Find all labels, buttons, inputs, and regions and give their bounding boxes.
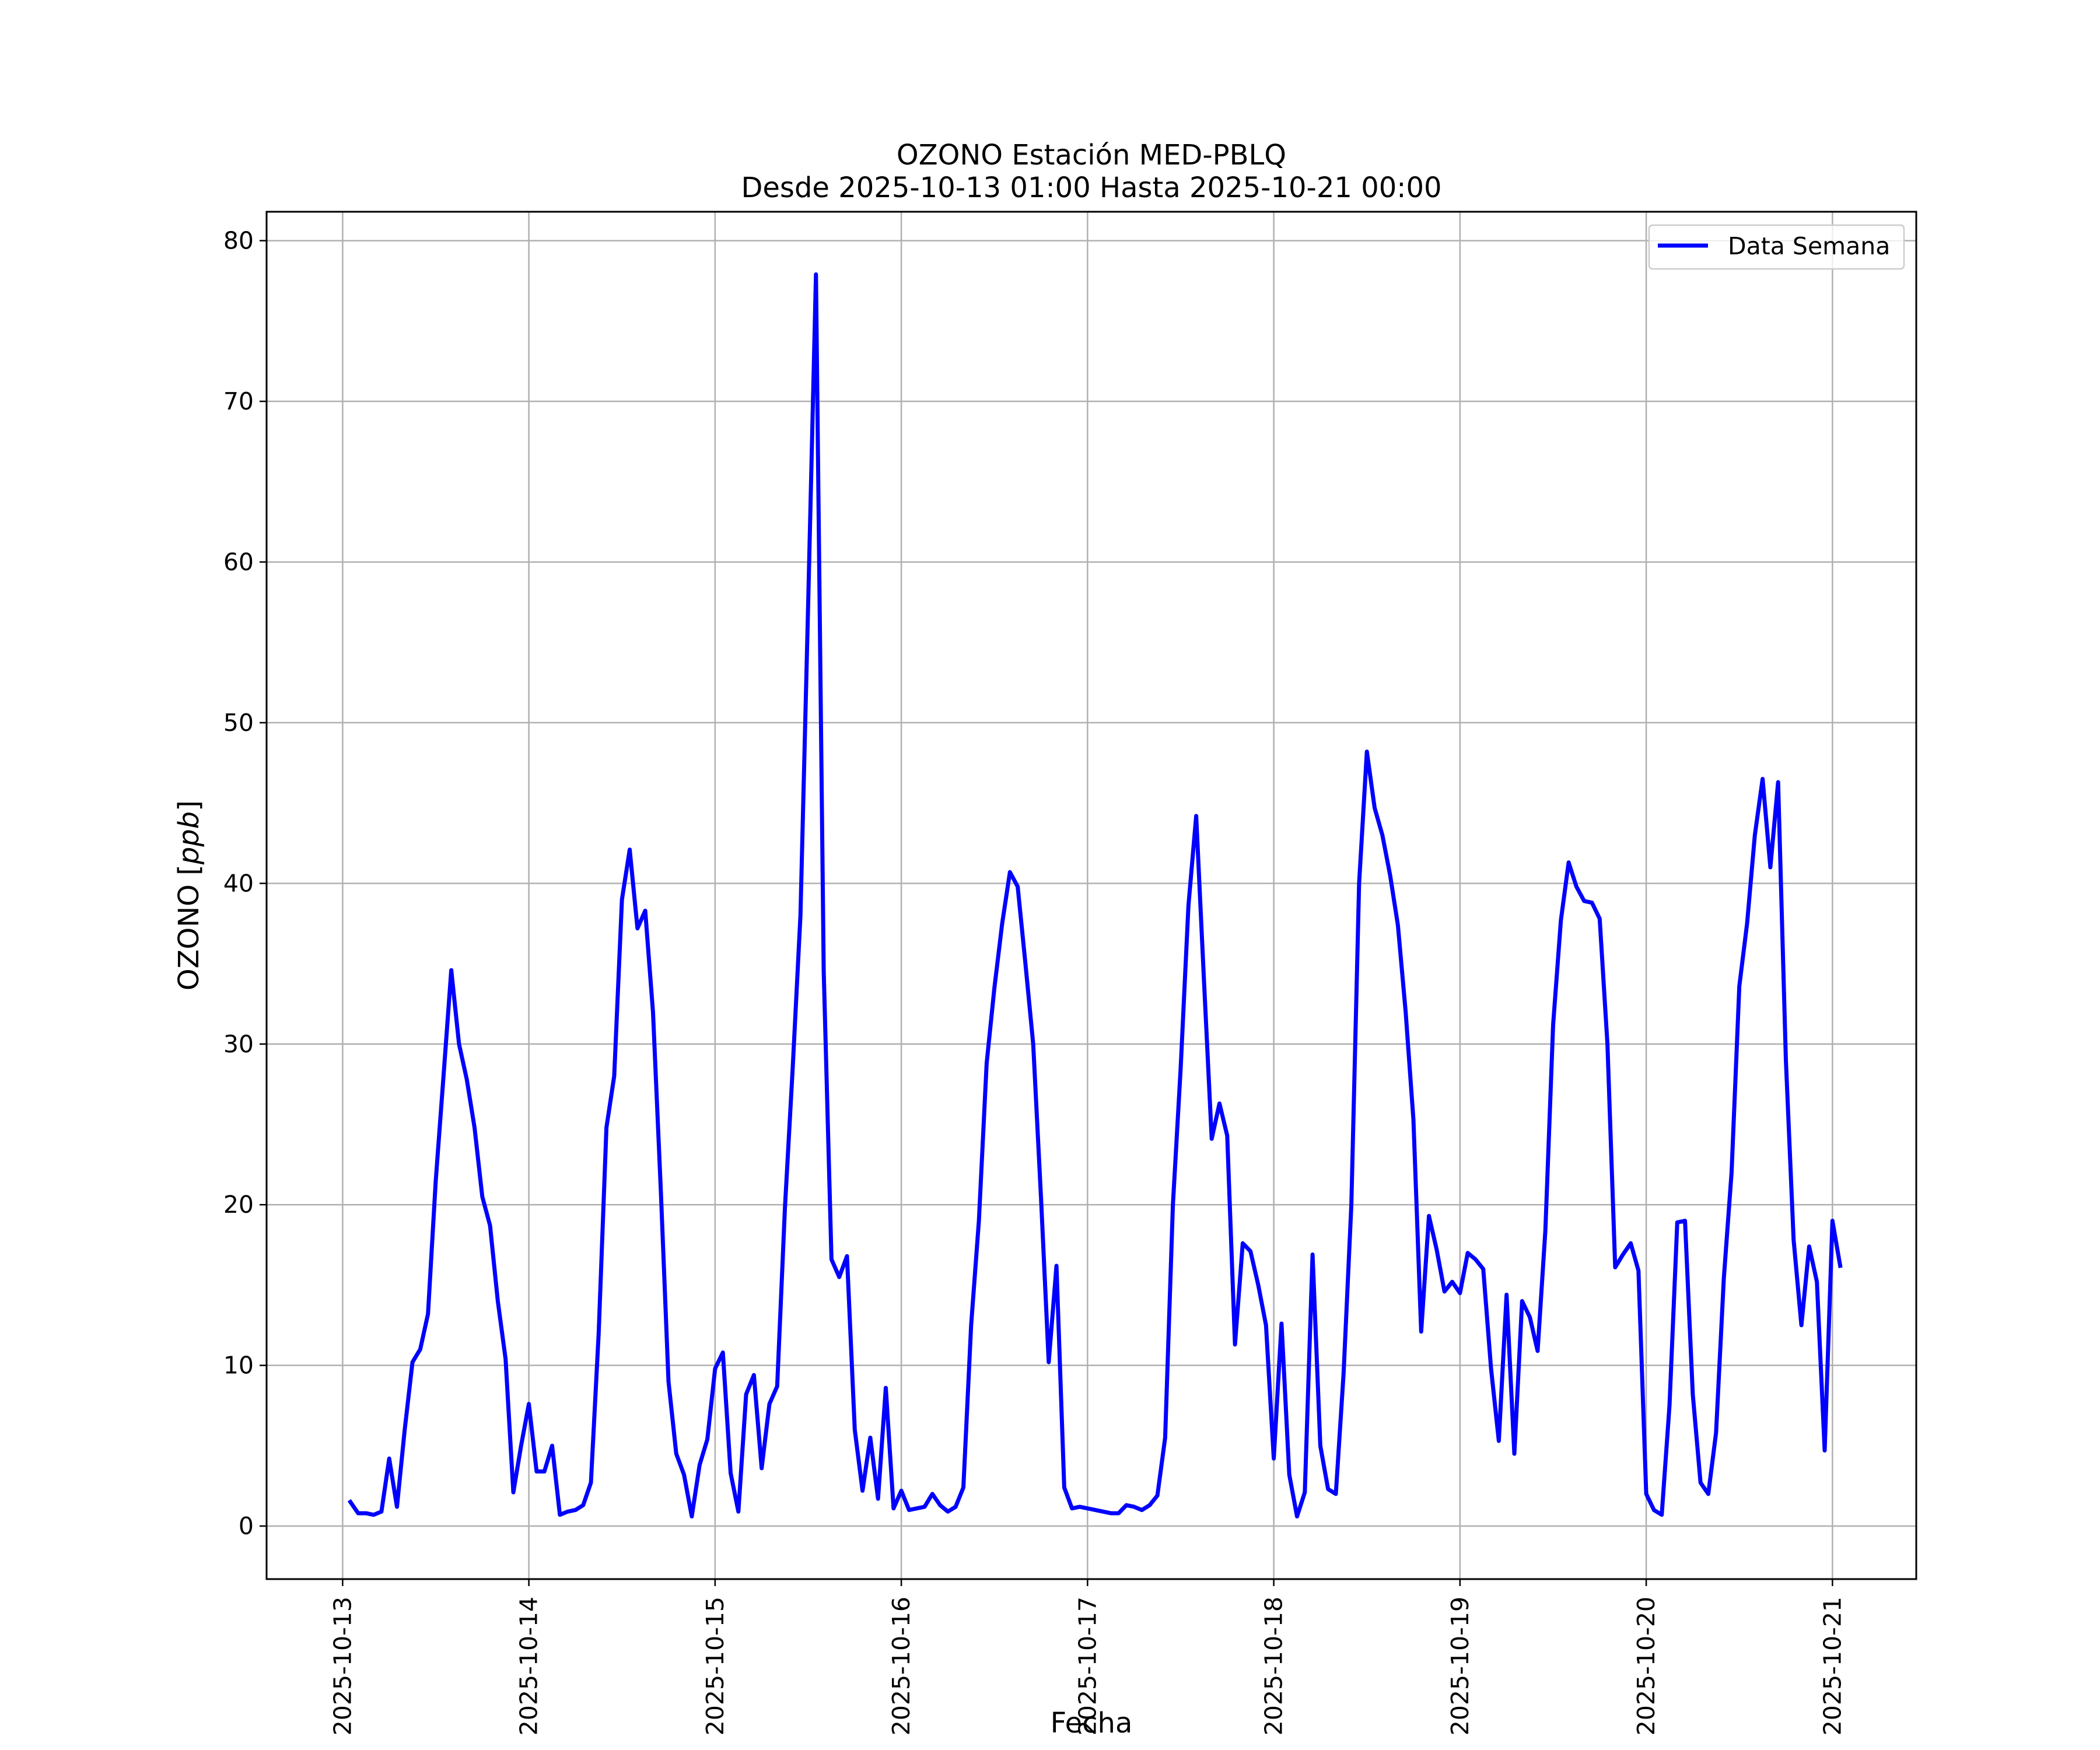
y-tick-label: 10: [223, 1352, 254, 1380]
legend: Data Semana: [1648, 224, 1905, 270]
y-tick-label: 30: [223, 1030, 254, 1058]
legend-box: [1648, 224, 1905, 270]
x-tick-label: 2025-10-19: [1446, 1597, 1474, 1735]
x-tick-label: 2025-10-20: [1632, 1597, 1660, 1735]
chart-title: OZONO Estación MED-PBLQ: [897, 139, 1286, 172]
y-tick-label: 50: [223, 709, 254, 737]
y-tick-label: 70: [223, 387, 254, 415]
x-axis-label: Fecha: [1051, 1707, 1133, 1740]
y-tick-label: 60: [223, 548, 254, 576]
plot-frame: [265, 211, 1917, 1580]
x-tick-label: 2025-10-17: [1073, 1597, 1101, 1735]
x-tick-label: 2025-10-18: [1260, 1597, 1288, 1735]
y-axis-label: OZONO [ppb]: [173, 800, 205, 991]
y-tick-label: 40: [223, 869, 254, 897]
x-axis-ticks: 2025-10-13 2025-10-14 2025-10-15 2025-10-16…: [328, 1579, 1846, 1735]
legend-label-data-semana: Data Semana: [1728, 232, 1890, 260]
y-axis-ticks: 0 10 20 30 40 50 60 70 80: [223, 227, 267, 1540]
x-tick-label: 2025-10-13: [328, 1597, 356, 1735]
y-axis-label-text: OZONO [: [173, 864, 205, 991]
x-tick-label: 2025-10-21: [1818, 1597, 1846, 1735]
y-tick-label: 0: [239, 1512, 254, 1540]
y-tick-label: 80: [223, 227, 254, 255]
y-axis-label-close: ]: [173, 800, 205, 811]
grid-lines: [267, 212, 1916, 1579]
x-tick-label: 2025-10-14: [515, 1597, 543, 1735]
x-tick-label: 2025-10-15: [701, 1597, 729, 1735]
series-line-data-semana: [347, 272, 1843, 1519]
y-axis-label-unit: ppb: [173, 811, 205, 865]
x-tick-label: 2025-10-16: [887, 1597, 915, 1735]
chart-subtitle: Desde 2025-10-13 01:00 Hasta 2025-10-21 …: [741, 172, 1441, 204]
y-tick-label: 20: [223, 1191, 254, 1219]
